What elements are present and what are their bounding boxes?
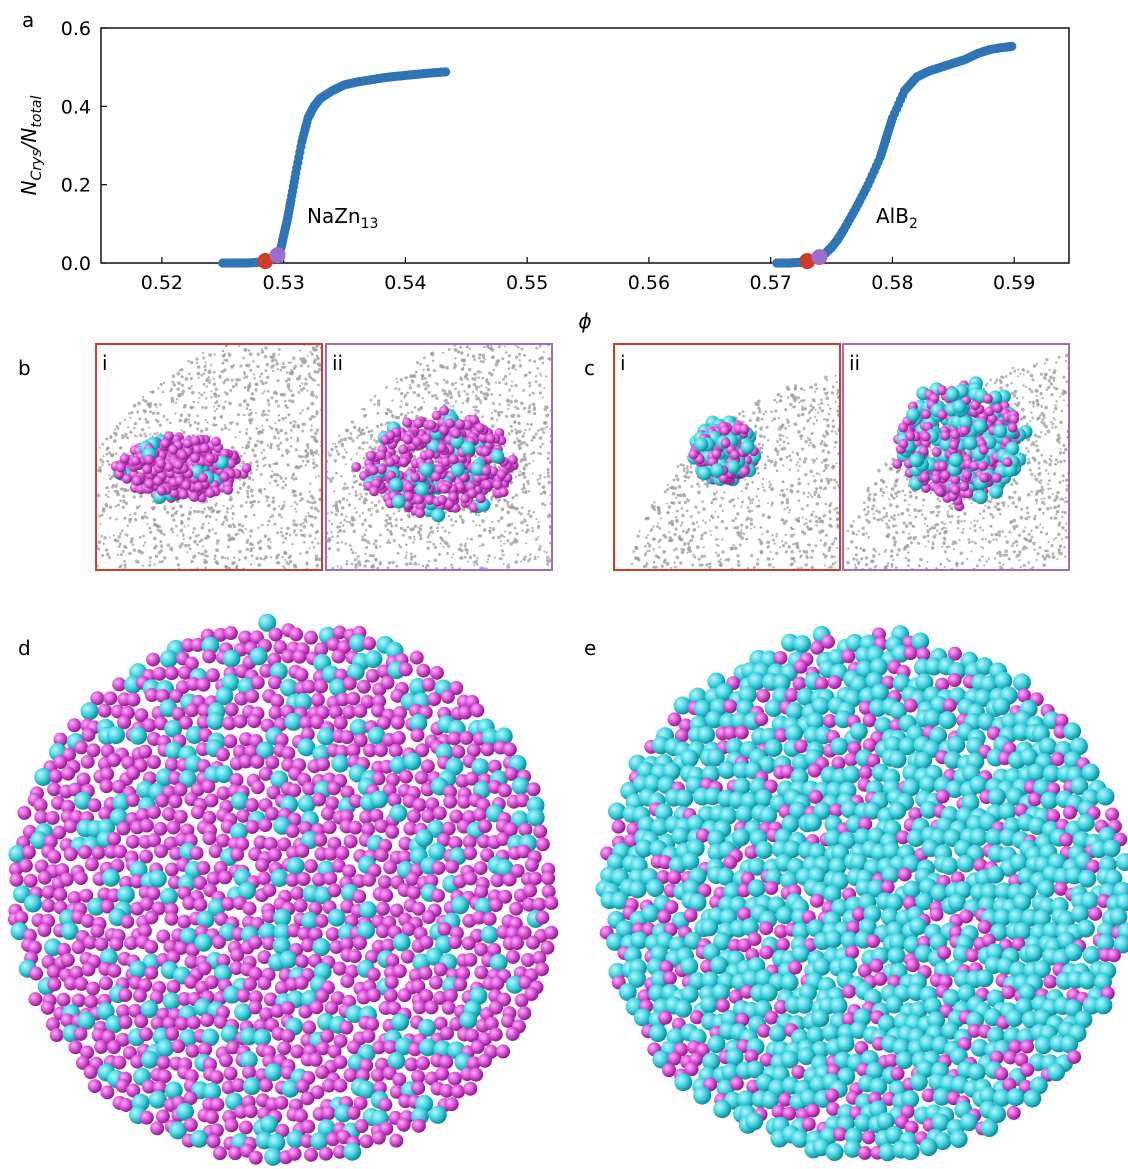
panel-letter-c: c	[584, 356, 595, 380]
panel-letter-e: e	[584, 636, 597, 660]
x-tick-label: 0.57	[750, 272, 792, 294]
inset-frame	[325, 343, 553, 571]
inset-label: i	[620, 351, 626, 375]
series-label-nazn13: NaZn13	[307, 204, 378, 232]
x-tick-label: 0.59	[993, 272, 1035, 294]
plot-frame	[100, 27, 1070, 264]
y-tick-label: 0.6	[61, 18, 91, 40]
data-point	[440, 67, 451, 77]
x-tick-label: 0.58	[871, 272, 913, 294]
highlight-point-ii	[811, 249, 828, 266]
inset-label: ii	[332, 351, 343, 375]
inset-b-ii: ii	[325, 343, 553, 571]
inset-c-i: i	[613, 343, 841, 571]
y-tick-label: 0.2	[61, 175, 91, 197]
panel-letter-d: d	[18, 636, 31, 660]
y-axis-label: NCrys/Ntotal	[17, 95, 45, 195]
crystallinity-chart: 0.52 0.53 0.54 0.55 0.56 0.57 0.58 0.59 0.0 0.2 0.…	[17, 18, 1070, 333]
x-tick-label: 0.53	[262, 272, 304, 294]
cluster-render-d	[7, 613, 559, 1166]
x-tick-label: 0.55	[506, 272, 548, 294]
inset-label: i	[102, 351, 108, 375]
x-tick-label: 0.52	[141, 272, 183, 294]
x-tick-label: 0.56	[628, 272, 670, 294]
inset-frame	[613, 343, 841, 571]
inset-frame	[842, 343, 1070, 571]
highlight-point-ii	[269, 247, 286, 264]
data-point	[1007, 41, 1017, 52]
cluster-render-e	[595, 625, 1128, 1162]
y-tick-label: 0.4	[61, 96, 91, 118]
inset-c-ii: ii	[842, 343, 1070, 571]
x-axis-label: ϕ	[578, 309, 591, 333]
x-tick-label: 0.54	[384, 272, 426, 294]
panel-letter-b: b	[18, 356, 31, 380]
series-label-alb2: AlB2	[876, 204, 918, 232]
y-tick-label: 0.0	[61, 253, 91, 275]
inset-b-i: i	[95, 343, 323, 571]
inset-frame	[95, 343, 323, 571]
inset-label: ii	[849, 351, 860, 375]
